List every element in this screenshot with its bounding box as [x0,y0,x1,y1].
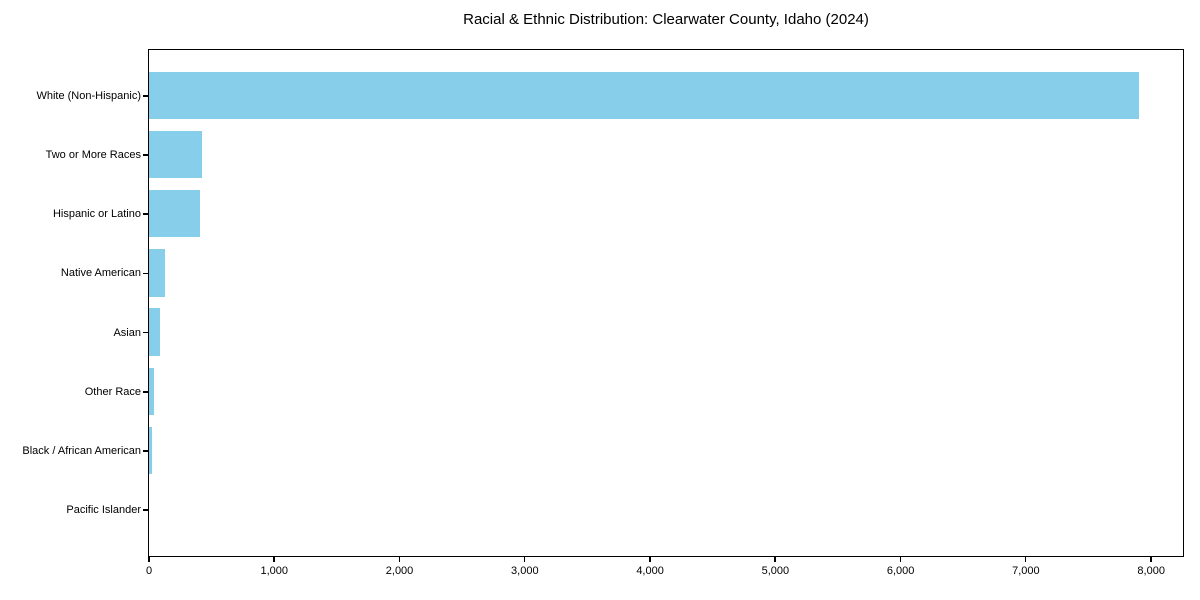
y-tick-mark [143,272,148,275]
x-tick-label: 3,000 [511,565,539,577]
x-tick-label: 6,000 [886,565,915,577]
y-tick-mark [143,154,148,156]
y-tick-mark [143,213,148,215]
x-tick-label: 1,000 [260,565,289,577]
bar-black-african-american [149,426,152,475]
x-tick-label: 5,000 [761,565,790,577]
y-tick-label-two-or-more-races: Two or More Races [45,148,141,161]
x-tick-mark [649,557,651,562]
x-tick-label: 0 [145,565,153,577]
y-tick-label-white-non-hispanic: White (Non-Hispanic) [36,89,141,102]
x-tick-label: 7,000 [1012,565,1040,577]
x-tick-mark [899,557,902,562]
bar-native-american [149,249,165,297]
bar-other-race [149,367,154,415]
y-tick-mark [143,509,148,511]
bar-hispanic-or-latino [149,190,201,238]
x-tick-mark [273,557,275,562]
x-tick-mark [148,557,150,562]
chart-title: Racial & Ethnic Distribution: Clearwater… [463,11,869,28]
y-tick-label-hispanic-or-latino: Hispanic or Latino [52,208,141,221]
y-tick-mark [143,450,148,452]
x-tick-mark [398,557,401,562]
y-tick-mark [143,95,148,97]
y-tick-mark [143,331,148,334]
x-tick-mark [1024,557,1027,562]
x-tick-label: 2,000 [385,565,414,577]
y-tick-label-black-african-american: Black / African American [22,445,141,458]
x-tick-mark [523,557,526,562]
y-tick-label-asian: Asian [113,326,141,339]
x-tick-mark [1150,557,1152,562]
y-tick-label-native-american: Native American [60,267,141,280]
bar-two-or-more-races [149,130,202,179]
x-tick-mark [774,557,776,562]
x-tick-label: 8,000 [1137,565,1165,577]
y-tick-label-pacific-islander: Pacific Islander [66,504,141,517]
plot-area [148,49,1184,557]
bar-asian [149,308,160,356]
bar-white-non-hispanic [149,71,1139,119]
y-tick-mark [143,391,148,393]
x-tick-label: 4,000 [636,565,664,577]
y-tick-label-other-race: Other Race [84,385,141,398]
